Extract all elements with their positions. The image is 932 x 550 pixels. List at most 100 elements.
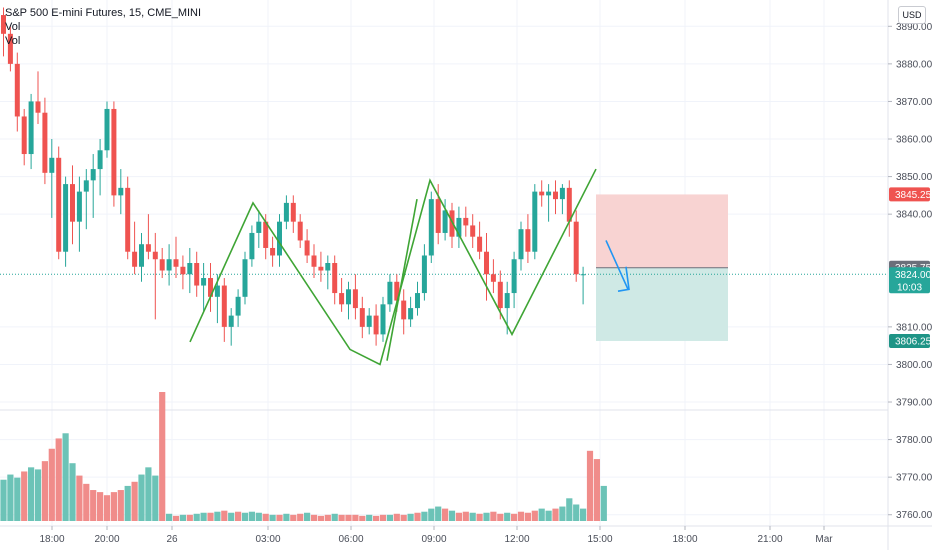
candle-body xyxy=(297,221,303,241)
volume-bar xyxy=(400,514,407,521)
candle xyxy=(166,244,172,286)
volume-indicator-label-2[interactable]: Vol xyxy=(5,35,21,47)
volume-bar xyxy=(386,514,393,521)
volume-bar xyxy=(483,512,490,521)
candle-body xyxy=(263,221,269,248)
candle xyxy=(470,214,476,248)
candle-body xyxy=(373,315,379,335)
candle xyxy=(401,289,407,335)
candle-body xyxy=(346,289,351,305)
candle-body xyxy=(194,263,200,286)
volume-bar xyxy=(103,495,111,521)
time-tick-label: 06:00 xyxy=(338,534,363,545)
candle xyxy=(104,101,110,158)
candle xyxy=(573,210,579,282)
symbol-title[interactable]: S&P 500 E-mini Futures, 15, CME_MINI xyxy=(5,7,202,19)
long-short-position-zones[interactable] xyxy=(0,194,888,341)
candle-body xyxy=(408,308,414,320)
candle-body xyxy=(511,259,517,294)
volume-bar xyxy=(110,492,117,521)
candle xyxy=(484,232,489,301)
candle-body xyxy=(332,263,338,294)
candle-body xyxy=(118,187,124,196)
candle xyxy=(201,263,207,312)
volume-bar xyxy=(214,511,221,521)
time-tick-label: 18:00 xyxy=(39,534,64,545)
forecast-arrow xyxy=(605,240,629,290)
candle-body xyxy=(566,187,572,222)
time-tick-label: 09:00 xyxy=(421,534,446,545)
candle xyxy=(304,229,310,263)
volume-bar xyxy=(248,511,255,521)
volume-bar xyxy=(69,463,76,521)
price-tag xyxy=(889,187,930,202)
candle-body xyxy=(187,263,193,275)
volume-bar xyxy=(76,475,83,521)
candle-body xyxy=(90,169,96,181)
candlestick-series xyxy=(1,7,586,346)
candle-body xyxy=(559,187,565,200)
currency-button[interactable]: USD xyxy=(898,6,926,24)
candle-body xyxy=(70,184,75,222)
candle xyxy=(442,199,448,241)
price-axis[interactable]: 3890.00 3880.00 3870.00 3860.00 3850.00 3840.… xyxy=(887,0,932,550)
volume-bar xyxy=(304,512,311,521)
volume-bar xyxy=(276,514,283,521)
candle-body xyxy=(249,232,255,260)
candle xyxy=(235,289,241,327)
volume-bar xyxy=(228,512,235,521)
candle xyxy=(228,308,234,346)
candle xyxy=(339,278,345,312)
time-axis[interactable]: 18:00 20:00 26 03:00 06:00 09:00 12:00 15:00 18:… xyxy=(0,525,932,545)
volume-bar xyxy=(455,512,462,521)
volume-bar xyxy=(407,513,414,521)
candle-body xyxy=(159,259,165,271)
volume-bar xyxy=(138,474,145,521)
candle-body xyxy=(35,101,41,113)
volume-bar xyxy=(352,514,359,521)
volume-bar xyxy=(435,506,442,521)
volume-bar xyxy=(283,513,290,521)
candle-body xyxy=(208,278,213,297)
candle xyxy=(332,255,338,305)
candle xyxy=(139,232,144,282)
candle xyxy=(132,221,138,275)
volume-bar xyxy=(586,450,594,521)
drawings-layer[interactable] xyxy=(189,168,630,366)
volume-bar xyxy=(504,512,511,521)
volume-bar xyxy=(152,475,159,521)
candle-body xyxy=(504,293,510,309)
candle xyxy=(1,7,6,57)
volume-bar xyxy=(41,461,48,521)
candle-body xyxy=(318,266,324,271)
candle-body xyxy=(283,202,289,222)
volume-indicator-label[interactable]: Vol xyxy=(5,21,21,33)
candle-body xyxy=(456,217,462,237)
candle xyxy=(63,176,69,267)
candle-body xyxy=(166,259,172,271)
volume-bar xyxy=(448,510,456,521)
candle xyxy=(380,296,386,342)
candle-body xyxy=(7,33,13,64)
volume-bar xyxy=(545,510,552,521)
candle xyxy=(283,195,289,230)
volume-bar xyxy=(235,511,242,521)
volume-bar xyxy=(442,508,449,521)
volume-bar xyxy=(511,513,518,521)
candle-body xyxy=(477,236,483,252)
volume-bar xyxy=(310,514,318,521)
volume-bar xyxy=(393,513,400,521)
candle-body xyxy=(380,304,386,335)
volume-bar xyxy=(166,513,173,521)
candle-body xyxy=(201,278,207,286)
volume-bar xyxy=(345,514,352,521)
candle-body xyxy=(173,259,179,267)
price-tick-label: 3780.00 xyxy=(896,435,932,446)
volume-bar xyxy=(317,515,324,521)
candle-body xyxy=(21,116,27,155)
candle xyxy=(180,255,186,290)
candle-body xyxy=(339,293,345,305)
candle-body xyxy=(573,221,579,275)
candle xyxy=(518,221,524,271)
